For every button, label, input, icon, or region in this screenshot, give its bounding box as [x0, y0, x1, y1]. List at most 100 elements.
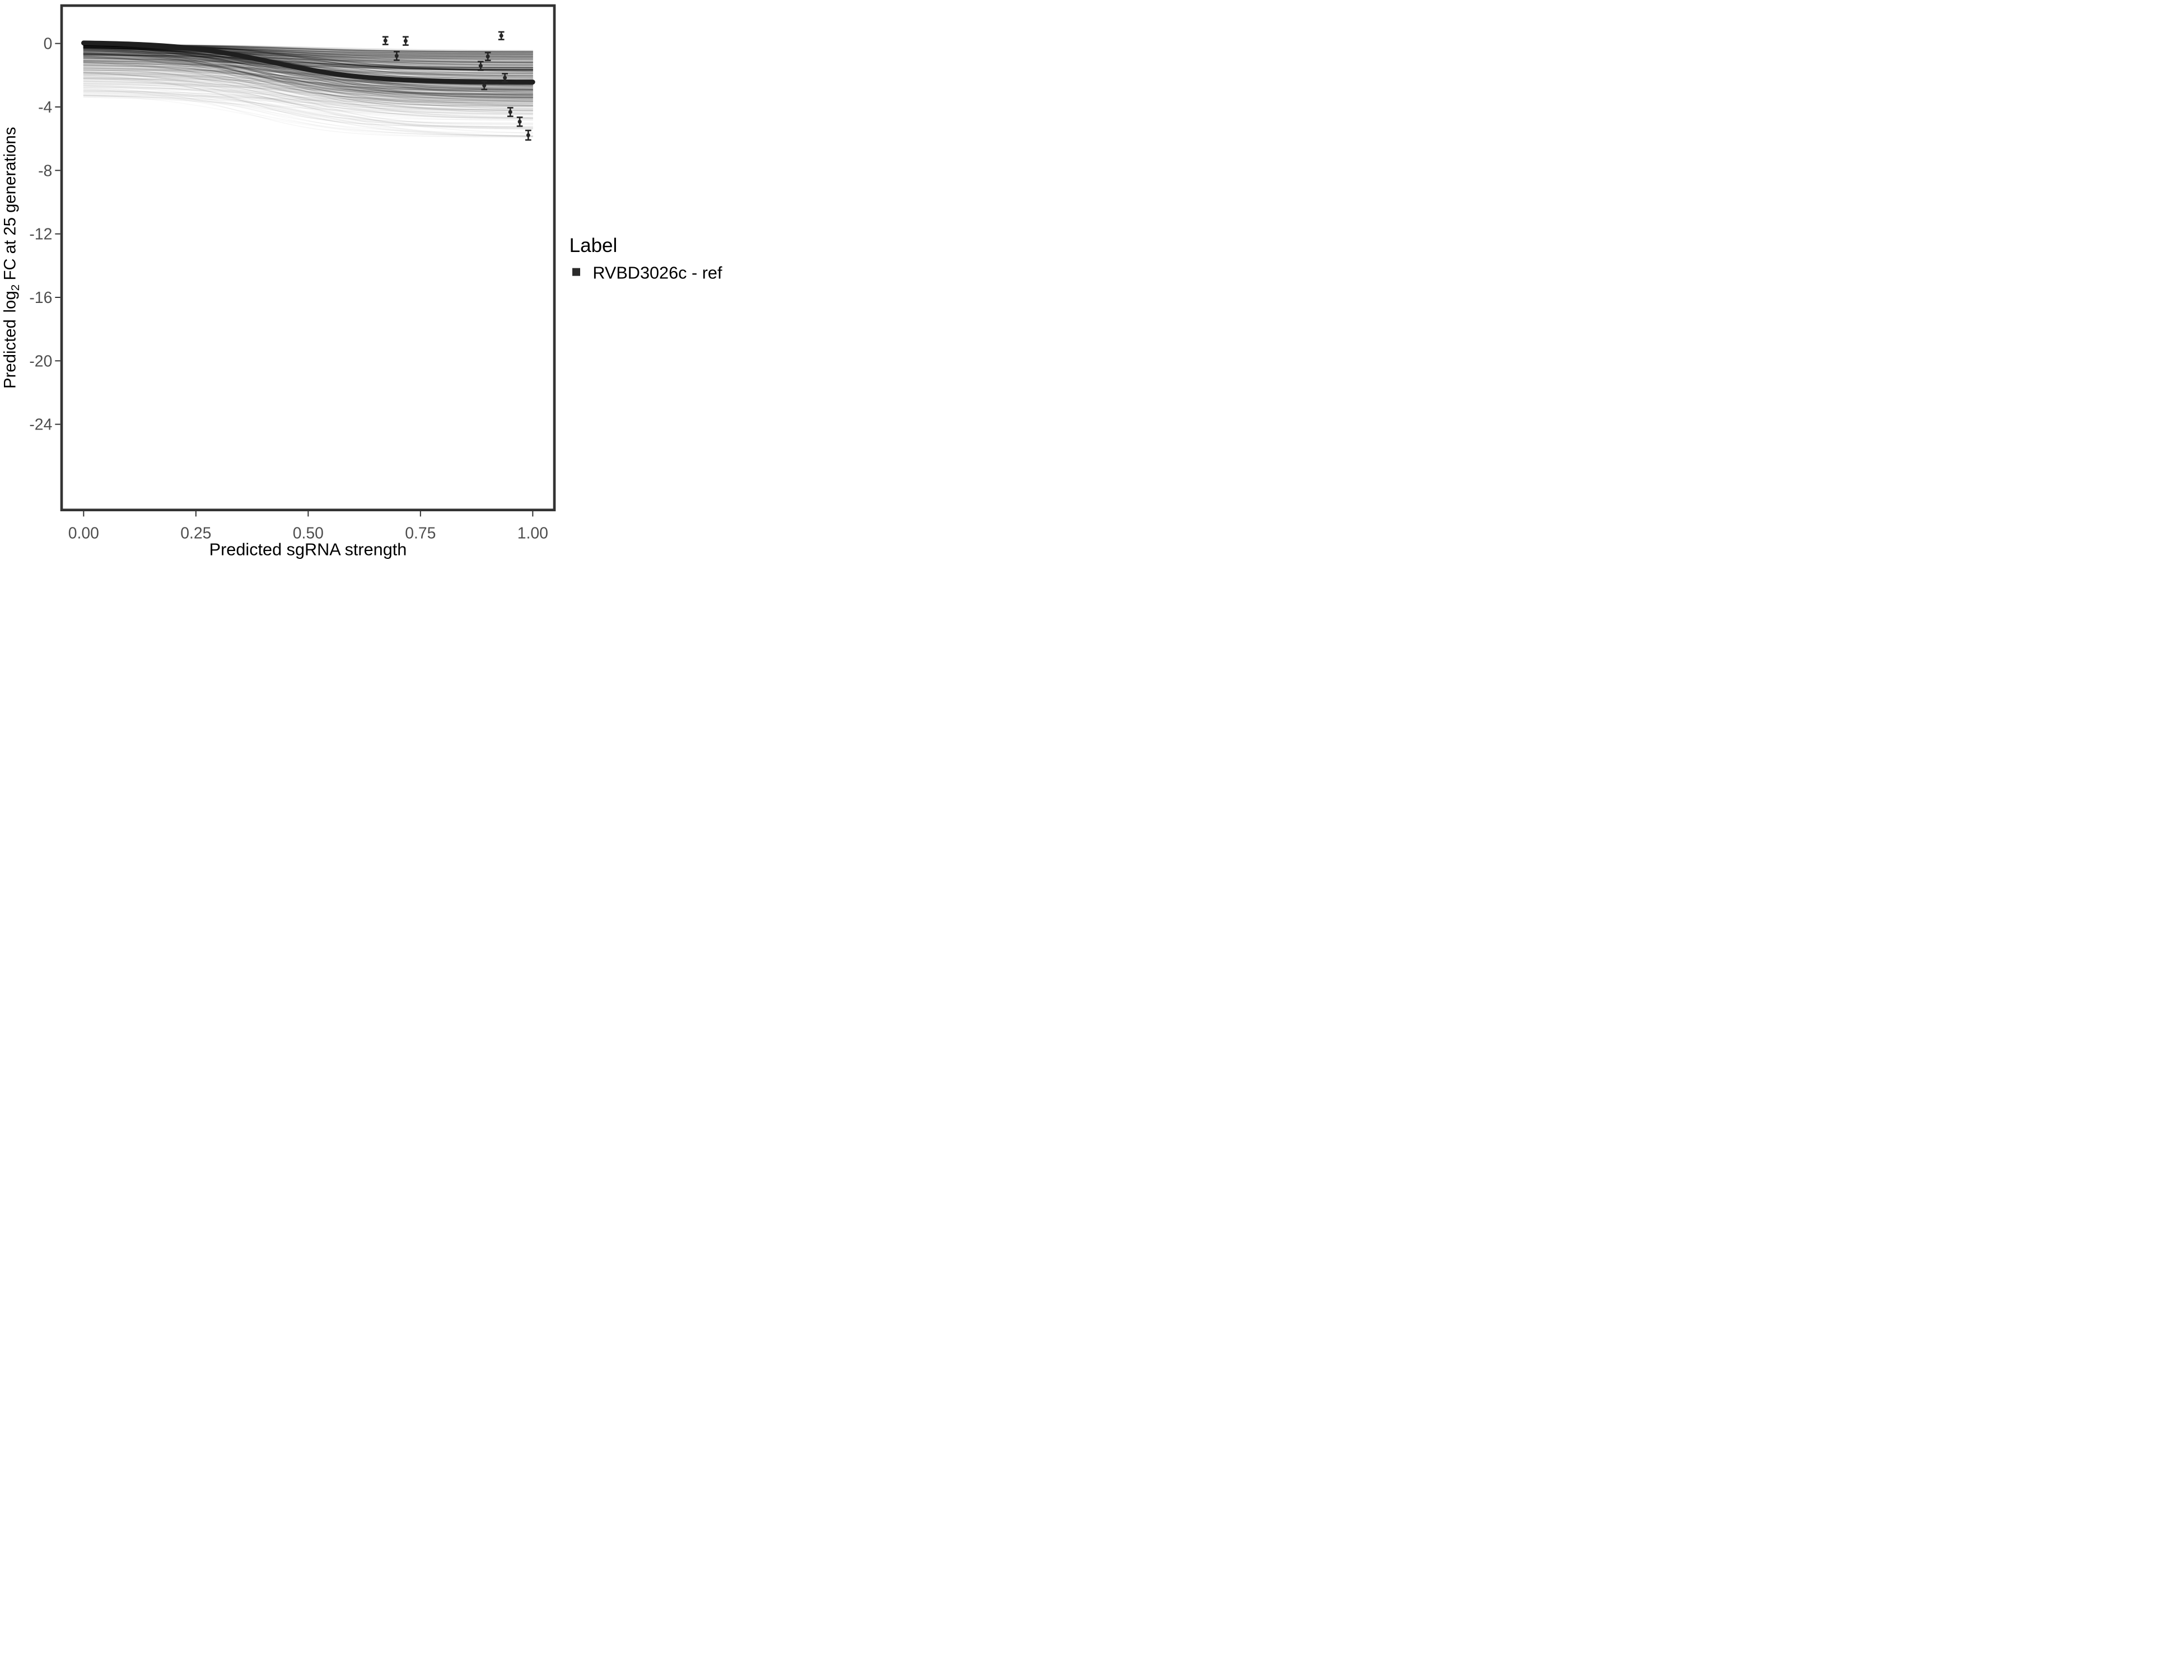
- ensemble-curve: [83, 57, 534, 91]
- ensemble-curve: [83, 65, 534, 85]
- ensemble-curve: [83, 48, 534, 77]
- ensemble-curve: [83, 53, 534, 99]
- point-marker: [508, 110, 512, 114]
- point-marker: [383, 39, 388, 43]
- ensemble-curve: [83, 59, 534, 109]
- ensemble-curve: [83, 69, 534, 78]
- ensemble-curve: [83, 51, 534, 104]
- legend-entry-label: RVBD3026c - ref: [592, 263, 722, 282]
- point-marker: [526, 133, 530, 137]
- ensemble-curve: [83, 52, 534, 70]
- ensemble-curve: [83, 60, 534, 71]
- ensemble-curve: [83, 50, 534, 99]
- data-point: [525, 129, 531, 141]
- data-point: [382, 36, 389, 45]
- ensemble-curve: [83, 69, 534, 107]
- ensemble-curve: [83, 45, 534, 71]
- ensemble-curve: [83, 61, 534, 106]
- ensemble-curve: [83, 67, 534, 104]
- sgRNA-strength-chart: 0.00 0.25 0.50 0.75 1.00 0 -4 -8 -12 -16 -20 -24 P…: [1, 4, 722, 559]
- x-axis-title: Predicted sgRNA strength: [209, 540, 407, 559]
- ensemble-curve: [83, 51, 534, 66]
- ensemble-curve: [83, 45, 534, 68]
- ensemble-curve: [83, 54, 534, 85]
- ensemble-curve: [83, 52, 534, 71]
- point-marker: [403, 39, 408, 43]
- ensemble-curve: [83, 56, 534, 92]
- ensemble-curve: [83, 74, 534, 125]
- ensemble-curve: [83, 46, 534, 57]
- y-tick-label: 0: [44, 35, 53, 53]
- y-tick-label: -4: [38, 99, 52, 116]
- ensemble-curve: [83, 95, 534, 137]
- data-point: [477, 60, 484, 71]
- ensemble-curve: [83, 49, 534, 99]
- ensemble-curve: [83, 48, 534, 64]
- ensemble-curve: [83, 58, 534, 70]
- ensemble-curve: [83, 53, 534, 76]
- ensemble-curve: [83, 49, 534, 94]
- ensemble-curve: [83, 67, 534, 115]
- ensemble-curve: [83, 50, 534, 68]
- ensemble-curve: [83, 48, 534, 101]
- ensemble-curve: [83, 53, 534, 103]
- ensemble-curve: [83, 85, 534, 129]
- ensemble-curve: [83, 71, 534, 111]
- ensemble-curve: [83, 57, 534, 67]
- ensemble-curve: [83, 55, 534, 100]
- legend-title: Label: [570, 235, 618, 256]
- data-point: [516, 116, 523, 127]
- ensemble-curve: [83, 58, 534, 71]
- ensemble-curve: [83, 55, 534, 107]
- point-marker: [517, 119, 522, 124]
- ensemble-curve: [83, 91, 534, 114]
- ensemble-curve: [83, 74, 534, 124]
- ensemble-curve: [83, 47, 534, 57]
- ensemble-curve: [83, 50, 534, 70]
- ensemble-curve: [83, 81, 534, 111]
- ensemble-curve: [83, 50, 534, 58]
- ensemble-curve: [83, 54, 534, 106]
- ensemble-curve: [83, 69, 534, 114]
- ensemble-curve: [83, 67, 534, 99]
- ensemble-curve: [83, 55, 534, 91]
- ensemble-curve: [83, 72, 534, 119]
- ensemble-curve: [83, 72, 534, 102]
- ensemble-curve: [83, 49, 534, 88]
- ensemble-curve: [83, 66, 534, 102]
- ensemble-curve: [83, 55, 534, 64]
- ensemble-curve: [83, 56, 534, 64]
- ensemble-curve: [83, 51, 534, 65]
- ensemble-curve: [83, 54, 534, 63]
- ensemble-curve: [83, 57, 534, 93]
- ensemble-curve: [83, 78, 534, 120]
- ensemble-curve: [83, 46, 534, 55]
- ensemble-curve: [83, 52, 534, 102]
- ensemble-curve: [83, 85, 534, 134]
- point-marker: [503, 76, 507, 80]
- ensemble-curve: [83, 49, 534, 91]
- y-tick-label: -12: [29, 226, 52, 244]
- ensemble-curve: [83, 52, 534, 75]
- data-points: [382, 31, 531, 141]
- ensemble-curve: [83, 72, 534, 102]
- ensemble-curve: [83, 66, 534, 105]
- y-tick-label: -16: [29, 289, 52, 307]
- ensemble-curve: [83, 46, 534, 90]
- ensemble-curve: [83, 45, 534, 95]
- ensemble-curve: [83, 55, 534, 68]
- ensemble-curve: [83, 59, 534, 107]
- ensemble-curve: [83, 44, 534, 90]
- ensemble-curve: [83, 50, 534, 98]
- ensemble-curve: [83, 46, 534, 91]
- ensemble-curve: [83, 60, 534, 68]
- ensemble-curve: [83, 48, 534, 67]
- ensemble-curve: [83, 48, 534, 66]
- ensemble-curve: [83, 77, 534, 91]
- ensemble-curve: [83, 59, 534, 67]
- ensemble-curve: [83, 78, 534, 88]
- ensemble-curve: [83, 72, 534, 119]
- data-point: [502, 73, 508, 83]
- ensemble-curve: [83, 48, 534, 70]
- ensemble-curve: [83, 76, 534, 111]
